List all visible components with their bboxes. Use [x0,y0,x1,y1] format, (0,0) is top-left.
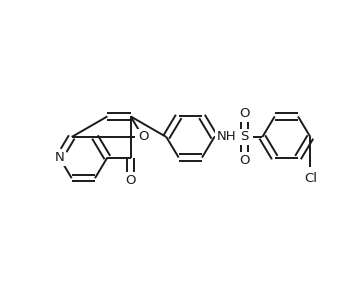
Text: O: O [125,174,136,188]
Text: S: S [240,130,249,144]
Text: Cl: Cl [304,172,317,185]
Text: NH: NH [217,130,236,144]
Text: O: O [138,130,148,144]
Text: N: N [55,151,64,164]
Text: O: O [239,154,250,167]
Text: O: O [239,107,250,120]
